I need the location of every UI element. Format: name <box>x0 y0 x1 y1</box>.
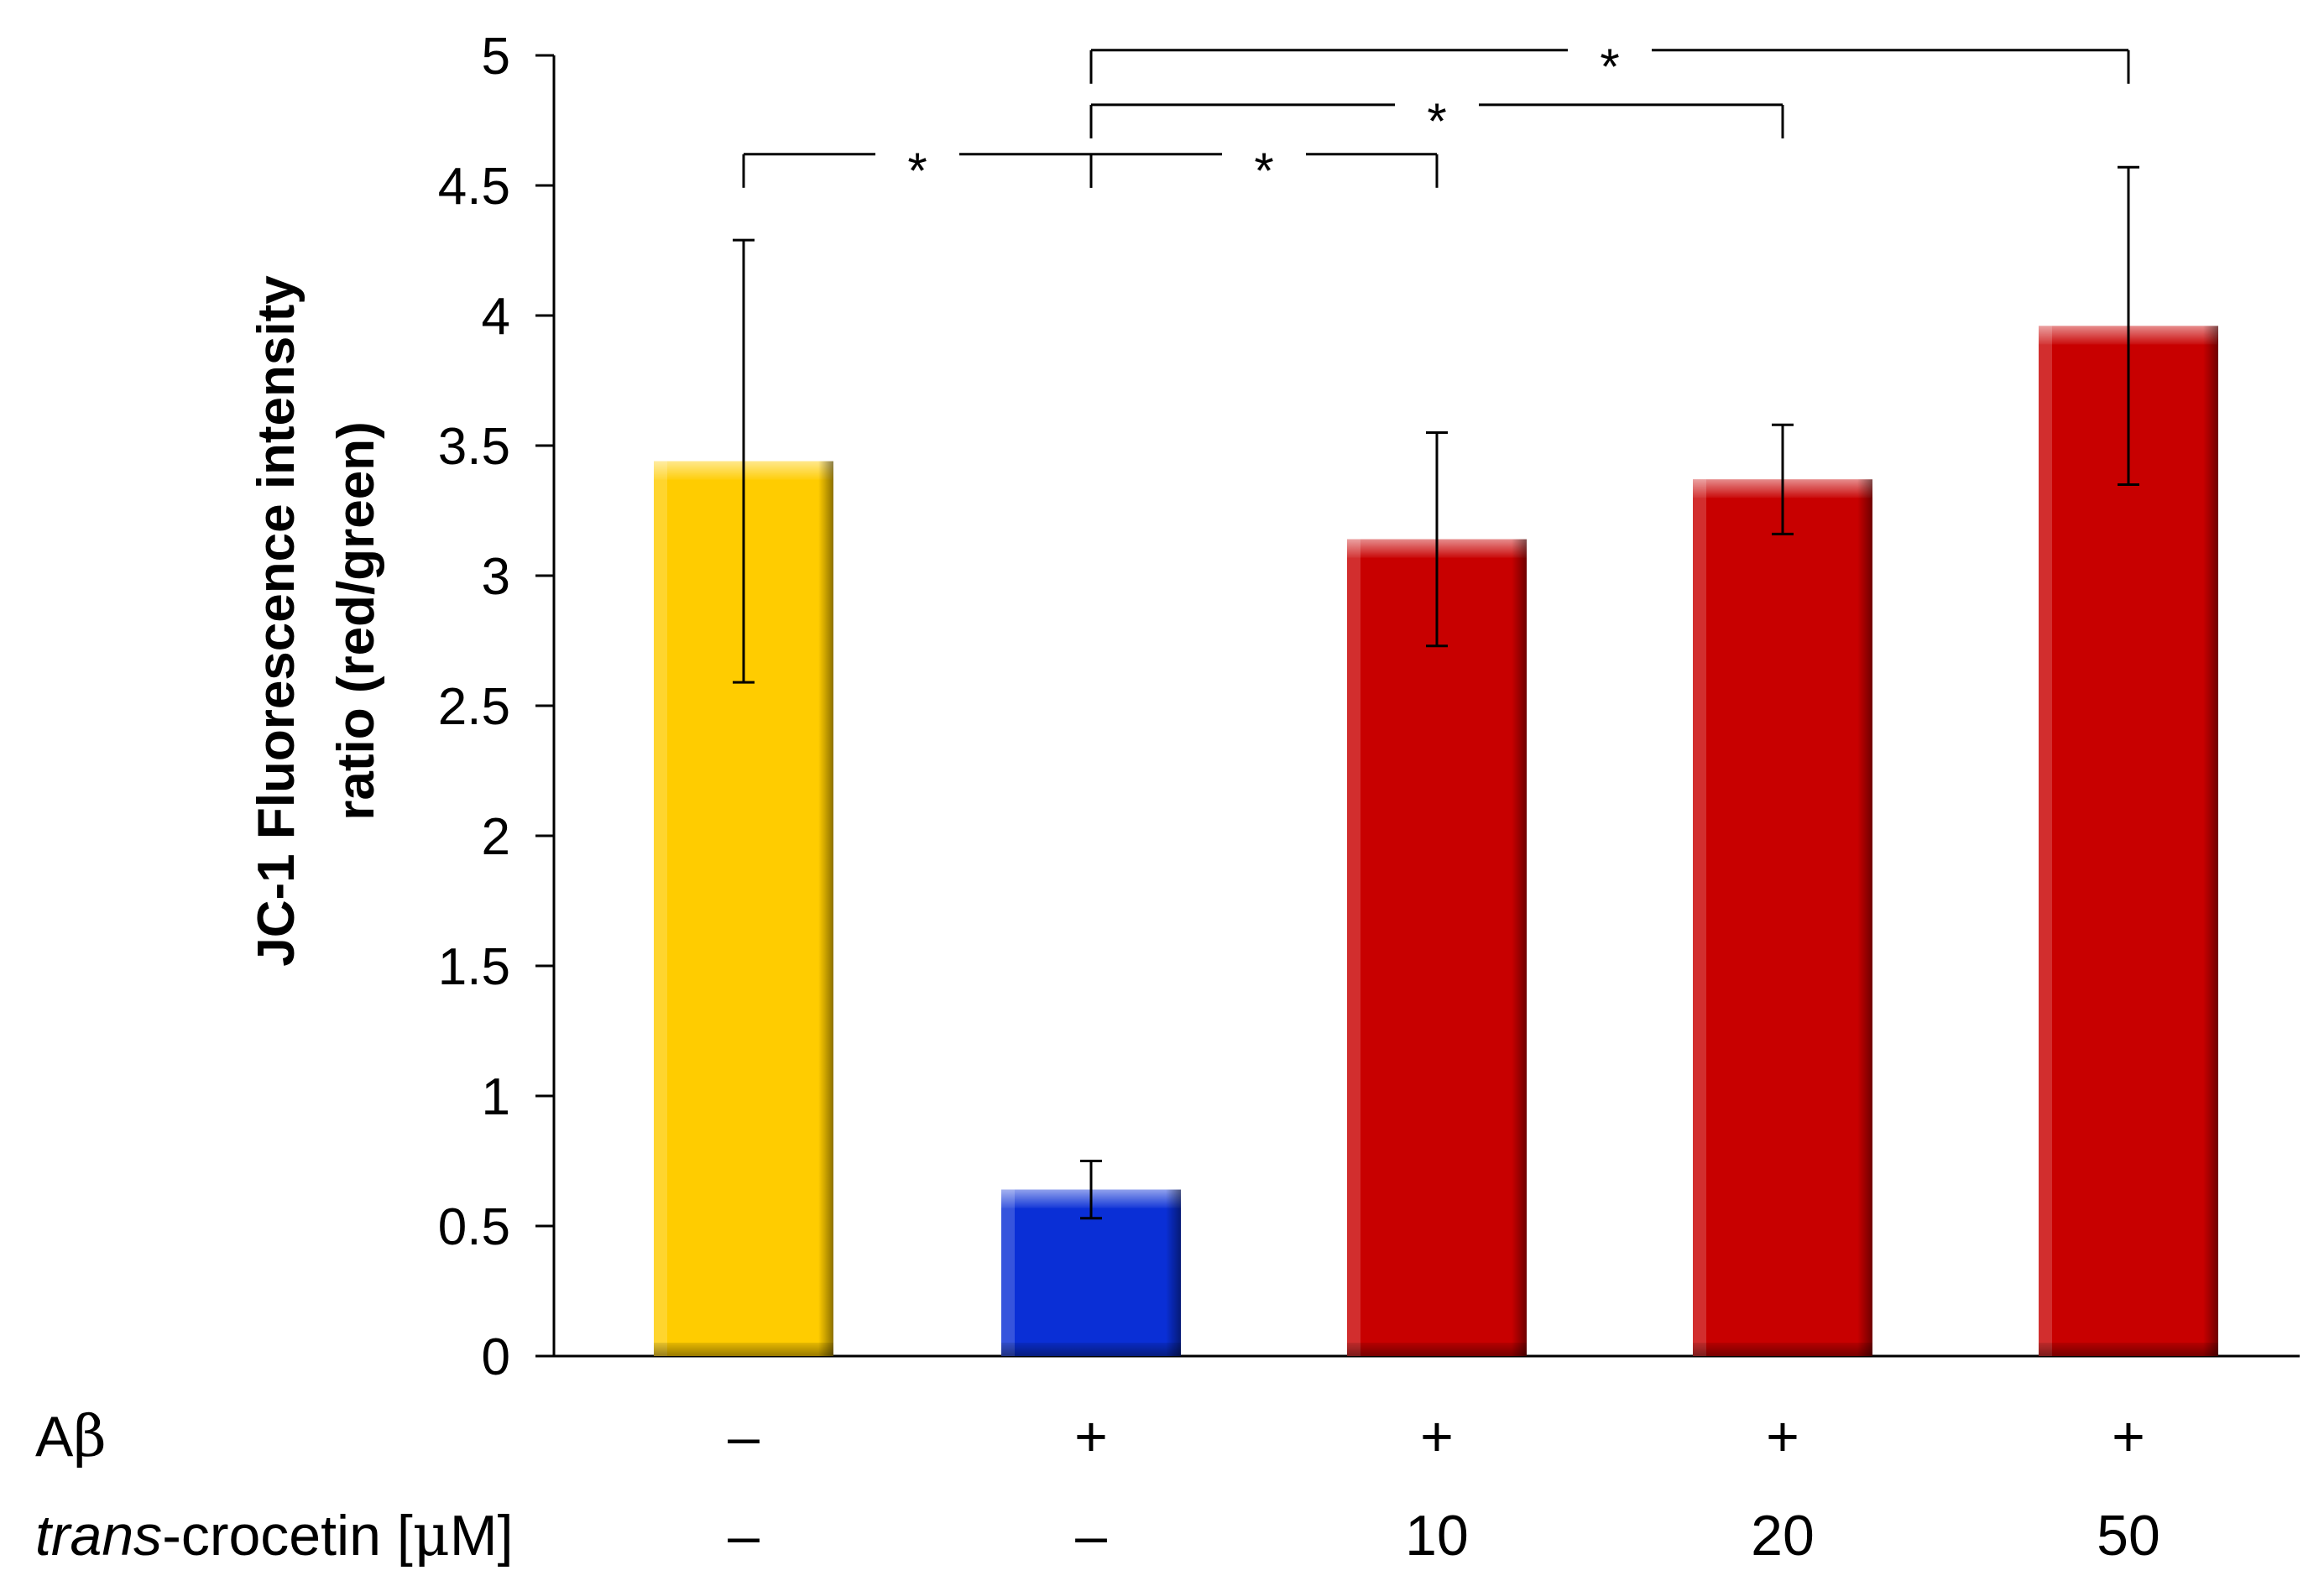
significance-star: * <box>1600 39 1619 95</box>
condition-value: + <box>1074 1405 1108 1469</box>
bar <box>1347 539 1527 1356</box>
bar <box>1001 1189 1181 1356</box>
error-bar <box>1426 431 1448 648</box>
bar <box>654 461 833 1356</box>
row-label-italic: trans <box>35 1504 162 1568</box>
bar-bevel-bottom <box>1001 1343 1181 1356</box>
row-label-symbol: β <box>73 1404 106 1470</box>
significance-bracket: * <box>1089 39 2130 95</box>
bar-bevel-left <box>1693 479 1706 1356</box>
bar-bevel-right <box>1857 479 1872 1356</box>
y-tick-label: 1.5 <box>438 938 510 996</box>
y-tick-label: 0 <box>482 1328 510 1386</box>
significance-star: * <box>907 143 927 199</box>
condition-row-label: Aβ <box>35 1404 107 1470</box>
bar-bevel-left <box>654 461 667 1356</box>
significance-star: * <box>1427 93 1446 149</box>
bar-bevel-right <box>2203 326 2218 1356</box>
bar-bevel-bottom <box>1347 1343 1527 1356</box>
condition-value: – <box>728 1405 760 1469</box>
bar-bevel-right <box>1166 1189 1181 1356</box>
condition-value: + <box>2112 1405 2145 1469</box>
condition-value: – <box>728 1504 760 1568</box>
error-bar <box>733 238 755 684</box>
bar-bevel-bottom <box>2039 1343 2218 1356</box>
y-tick-label: 2.5 <box>438 678 510 736</box>
y-axis-title-line2: ratio (red/green) <box>327 421 385 820</box>
bar-bevel-right <box>1512 539 1527 1356</box>
y-tick-label: 3.5 <box>438 418 510 476</box>
y-tick-label: 0.5 <box>438 1198 510 1256</box>
row-label-text: A <box>35 1405 74 1469</box>
significance-bracket: * <box>1089 93 1784 149</box>
y-tick-label: 5 <box>482 28 510 86</box>
condition-value: + <box>1766 1405 1799 1469</box>
row-label-text: -crocetin [ <box>162 1504 413 1568</box>
significance-bracket: * <box>1089 143 1439 199</box>
bar <box>1693 479 1872 1356</box>
bar-body <box>1693 479 1872 1356</box>
significance-star: * <box>1254 143 1273 199</box>
y-tick-label: 2 <box>482 808 510 866</box>
y-axis-title-line1: JC-1 Fluorescence intensity <box>248 275 306 967</box>
bar-body <box>2039 326 2218 1356</box>
y-tick-label: 1 <box>482 1068 510 1126</box>
error-bar <box>1080 1160 1102 1220</box>
row-label-suffix: M] <box>450 1504 514 1568</box>
condition-value: – <box>1075 1504 1107 1568</box>
y-tick-label: 4 <box>482 288 510 346</box>
condition-value: 10 <box>1405 1504 1469 1568</box>
condition-value: 20 <box>1751 1504 1815 1568</box>
bar-bevel-left <box>1347 539 1360 1356</box>
y-tick-label: 4.5 <box>438 158 510 216</box>
error-bar <box>1772 423 1794 535</box>
bar-bevel-bottom <box>1693 1343 1872 1356</box>
bar-body <box>1347 539 1527 1356</box>
y-tick-label: 3 <box>482 548 510 606</box>
condition-value: 50 <box>2097 1504 2160 1568</box>
condition-row-label: trans-crocetin [μM] <box>35 1503 513 1569</box>
bar-bevel-right <box>818 461 833 1356</box>
bar-bevel-bottom <box>654 1343 833 1356</box>
bar-bevel-left <box>2039 326 2052 1356</box>
error-bar <box>2118 165 2139 486</box>
significance-bracket: * <box>742 143 1093 199</box>
row-label-symbol: μ <box>413 1503 450 1569</box>
condition-value: + <box>1420 1405 1454 1469</box>
bar-bevel-left <box>1001 1189 1015 1356</box>
